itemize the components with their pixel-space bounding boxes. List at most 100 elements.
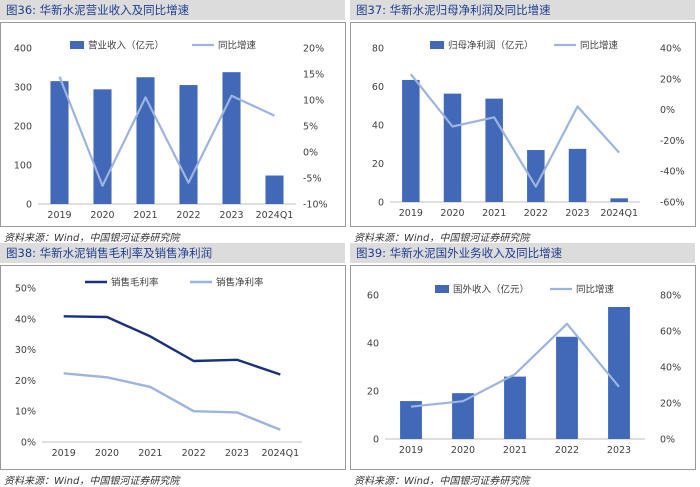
bar [569,149,587,202]
x-tick-label: 2024Q1 [600,208,638,219]
y-tick-label: 80 [372,44,384,55]
x-tick-label: 2020 [440,208,464,219]
legend-label: 国外收入（亿元） [453,284,529,296]
legend-swatch [435,285,449,293]
bar [179,85,197,204]
y2-tick-label: 40% [660,363,681,374]
y-tick-label: 60 [367,291,379,302]
x-tick-label: 2023 [225,448,249,459]
y2-tick-label: 10% [303,96,324,107]
x-tick-label: 2019 [399,208,423,219]
bar [402,80,419,202]
y-tick-label: 20% [15,376,36,387]
y-tick-label: 40% [15,314,36,325]
y-tick-label: 20 [367,387,379,398]
legend-label: 归母净利润（亿元） [448,40,534,52]
x-tick-label: 2022 [524,208,548,219]
y-tick-label: 40 [372,121,384,132]
y-tick-label: 0 [378,198,384,209]
bar [265,176,283,204]
y2-tick-label: -20% [660,136,685,147]
series-line [60,77,275,186]
bar [50,81,68,204]
legend-swatch [430,41,444,49]
x-tick-label: 2023 [219,210,243,221]
chart-source: 资料来源：Wind，中国银河证券研究院 [4,229,179,244]
chart-source: 资料来源：Wind，中国银河证券研究院 [354,472,529,487]
chart-svg: 0 100 200 300 400 -10% -5% 0% 5% 10% 15% 20% 2019 202… [0,0,350,243]
y-tick-label: 0 [373,435,379,446]
bar [136,77,154,204]
y2-tick-label: -5% [303,174,322,185]
y-tick-label: 60 [372,82,384,93]
bar [608,307,630,439]
bar [444,94,462,202]
y-tick-label: 20 [372,159,384,170]
bar [556,337,578,439]
y-tick-label: 10% [15,407,36,418]
y2-tick-label: 40% [660,44,681,55]
y2-tick-label: 0% [660,105,675,116]
y2-tick-label: -60% [660,198,685,209]
x-tick-label: 2021 [133,210,157,221]
y2-tick-label: -10% [303,200,328,211]
x-tick-label: 2023 [565,208,589,219]
chart-source: 资料来源：Wind，中国银河证券研究院 [354,229,529,244]
legend-label: 同比增速 [576,284,615,296]
bar [485,99,503,202]
series-line [411,74,619,186]
legend-label: 同比增速 [580,40,619,52]
y-tick-label: 100 [14,161,32,172]
y2-tick-label: 80% [660,291,681,302]
x-tick-label: 2019 [399,445,423,456]
y-tick-label: 200 [14,122,32,133]
legend-label: 同比增速 [218,40,257,52]
x-tick-label: 2019 [52,448,76,459]
x-tick-label: 2024Q1 [256,210,294,221]
y2-tick-label: 15% [303,70,324,81]
y2-tick-label: 60% [660,327,681,338]
x-tick-label: 2022 [182,448,206,459]
x-tick-label: 2020 [90,210,114,221]
chart-svg: 0 20 40 60 80 -60% -40% -20% 0% 20% 40% 2019 2020 202… [350,0,700,243]
y2-tick-label: -40% [660,167,685,178]
y2-tick-label: 20% [660,74,681,85]
chart-svg: 0% 10% 20% 30% 40% 50% 2019 2020 2021 2022 2023 202… [0,243,350,486]
bar [504,377,526,439]
series-line [64,373,281,429]
y-tick-label: 300 [14,83,32,94]
x-tick-label: 2021 [138,448,162,459]
y2-tick-label: 20% [660,399,681,410]
chart-panel-3: 图38: 华新水泥销售毛利率及销售净利润 0%10%20%30%40%50%20… [0,243,350,486]
x-tick-label: 2020 [95,448,119,459]
legend-label: 销售净利率 [216,277,264,289]
bar [610,198,628,202]
x-tick-label: 2023 [607,445,631,456]
x-tick-label: 2024Q1 [261,448,299,459]
x-tick-label: 2022 [555,445,579,456]
x-tick-label: 2022 [176,210,200,221]
x-tick-label: 2019 [47,210,71,221]
legend-label: 销售毛利率 [111,277,159,289]
bar [222,72,240,204]
y2-tick-label: 0% [303,148,318,159]
y-tick-label: 0 [26,200,32,211]
legend-label: 营业收入（亿元） [88,40,164,52]
x-tick-label: 2021 [503,445,527,456]
y-tick-label: 400 [14,44,32,55]
y-tick-label: 50% [15,284,36,295]
y-tick-label: 0% [21,438,36,449]
y2-tick-label: 20% [303,44,324,55]
series-line [64,316,281,374]
y-tick-label: 30% [15,345,36,356]
y2-tick-label: 0% [660,435,675,446]
y2-tick-label: 5% [303,122,318,133]
legend-swatch [70,41,84,49]
chart-source: 资料来源：Wind，中国银河证券研究院 [4,472,179,487]
y-tick-label: 40 [367,339,379,350]
x-tick-label: 2021 [482,208,506,219]
